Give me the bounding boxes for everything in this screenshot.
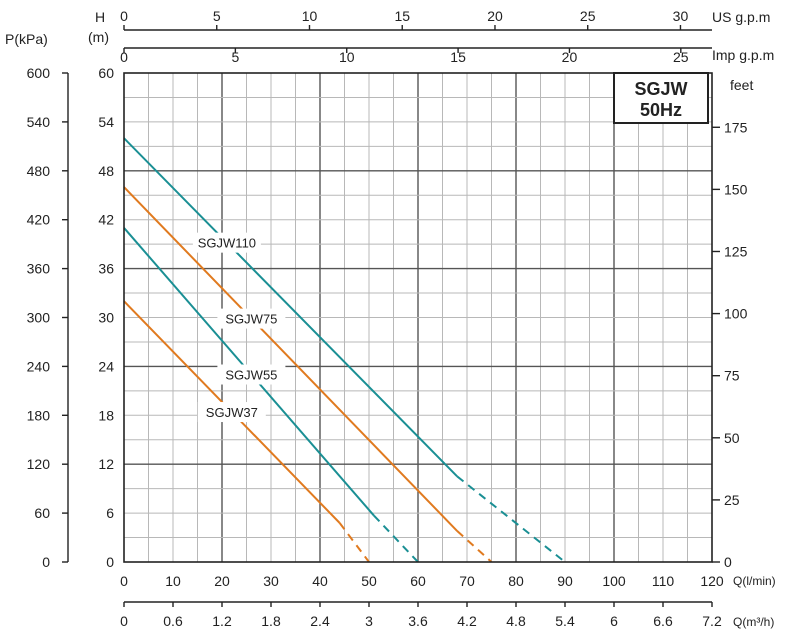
y-pressure-tick-label: 480 [27, 163, 51, 179]
x-q-lmin-tick-label: 0 [120, 573, 128, 589]
x-q-m3h-tick-label: 2.4 [310, 613, 330, 629]
x-q-m3h-tick-label: 4.8 [506, 613, 526, 629]
y-head-tick-label: 60 [98, 65, 114, 81]
y-feet-tick-label: 150 [724, 181, 748, 197]
y-pressure-tick-label: 360 [27, 261, 51, 277]
series-label-sgjw110: SGJW110 [198, 236, 256, 251]
feet-axis-title: feet [730, 77, 753, 93]
y-feet-tick-label: 50 [724, 430, 740, 446]
us-gpm-axis-title: US g.p.m [712, 9, 770, 25]
y-head-tick-label: 30 [98, 310, 114, 326]
y-head-tick-label: 54 [98, 114, 114, 130]
axes [62, 25, 720, 607]
x-q-m3h-tick-label: 3.6 [408, 613, 428, 629]
x-us-gpm-tick-label: 15 [394, 8, 410, 24]
y-head-tick-label: 36 [98, 261, 114, 277]
x-us-gpm-tick-label: 25 [580, 8, 596, 24]
x-imp-gpm-tick-label: 10 [339, 49, 355, 65]
y-pressure-tick-label: 300 [27, 310, 51, 326]
y-head-tick-label: 42 [98, 212, 114, 228]
x-imp-gpm-tick-label: 5 [231, 49, 239, 65]
y-head-tick-label: 18 [98, 407, 114, 423]
x-q-lmin-tick-label: 50 [361, 573, 377, 589]
x-us-gpm-tick-label: 5 [213, 8, 221, 24]
y-pressure-tick-label: 0 [42, 554, 50, 570]
x-q-lmin-tick-label: 110 [652, 573, 675, 589]
x-q-m3h-tick-label: 1.2 [212, 613, 232, 629]
y-feet-tick-label: 175 [724, 119, 748, 135]
x-q-m3h-tick-label: 0 [120, 613, 128, 629]
y-feet-tick-label: 0 [724, 554, 732, 570]
x-q-lmin-tick-label: 80 [508, 573, 524, 589]
series-label-bg [217, 308, 286, 329]
x-us-gpm-tick-label: 20 [487, 8, 503, 24]
x-q-lmin-tick-label: 90 [557, 573, 573, 589]
y-head-tick-label: 12 [98, 456, 114, 472]
pressure-axis-title: P(kPa) [5, 31, 48, 47]
model-badge-box [613, 72, 709, 124]
plot-border [123, 72, 713, 563]
series-label-sgjw75: SGJW75 [225, 312, 277, 327]
x-us-gpm-tick-label: 10 [302, 8, 318, 24]
x-q-lmin-tick-label: 70 [459, 573, 475, 589]
x-q-lmin-tick-label: 10 [165, 573, 181, 589]
y-pressure-tick-label: 180 [27, 407, 51, 423]
x-q-m3h-tick-label: 1.8 [261, 613, 281, 629]
x-imp-gpm-tick-label: 20 [562, 49, 578, 65]
series-dashed-sgjw55 [373, 514, 419, 563]
q-m3h-axis-title: Q(m³/h) [733, 615, 774, 629]
y-feet-tick-label: 100 [724, 306, 748, 322]
y-head-tick-label: 24 [98, 358, 114, 374]
x-q-lmin-tick-label: 20 [214, 573, 230, 589]
x-q-m3h-tick-label: 3 [365, 613, 373, 629]
x-q-m3h-tick-label: 6 [610, 613, 618, 629]
x-imp-gpm-tick-label: 0 [120, 49, 128, 65]
x-us-gpm-tick-label: 30 [673, 8, 689, 24]
x-q-lmin-tick-label: 60 [410, 573, 426, 589]
x-us-gpm-tick-label: 0 [120, 8, 128, 24]
y-feet-tick-label: 75 [724, 368, 740, 384]
y-pressure-tick-label: 600 [27, 65, 51, 81]
q-lmin-axis-title: Q(l/min) [733, 574, 776, 588]
x-q-m3h-tick-label: 4.2 [457, 613, 477, 629]
series-label-bg [217, 364, 286, 385]
x-q-m3h-tick-label: 0.6 [163, 613, 183, 629]
x-imp-gpm-tick-label: 25 [673, 49, 689, 65]
x-q-lmin-tick-label: 100 [602, 573, 626, 589]
series-dashed-sgjw110 [456, 475, 566, 563]
x-imp-gpm-tick-label: 15 [450, 49, 466, 65]
series-label-sgjw37: SGJW37 [206, 405, 258, 420]
series-label-bg [192, 232, 261, 253]
series-line-sgjw75 [123, 186, 458, 532]
y-pressure-tick-label: 420 [27, 212, 51, 228]
y-feet-tick-label: 25 [724, 492, 740, 508]
grid [124, 73, 712, 562]
x-q-lmin-tick-label: 30 [263, 573, 279, 589]
y-pressure-tick-label: 60 [34, 505, 50, 521]
y-feet-tick-label: 125 [724, 243, 748, 259]
x-q-lmin-tick-label: 120 [700, 573, 724, 589]
y-pressure-tick-label: 120 [27, 456, 51, 472]
model-badge-title: SGJW [634, 79, 687, 99]
labels: SGJW110SGJW75SGJW55SGJW37061218243036424… [27, 8, 748, 629]
head-axis-title-line2: (m) [88, 29, 109, 45]
y-head-tick-label: 6 [106, 505, 114, 521]
x-q-lmin-tick-label: 40 [312, 573, 328, 589]
model-badge-frequency: 50Hz [640, 100, 682, 120]
head-axis-title-line1: H [95, 9, 105, 25]
series-label-bg [197, 402, 266, 423]
y-pressure-tick-label: 240 [27, 358, 51, 374]
series-dashed-sgjw75 [456, 530, 493, 563]
y-pressure-tick-label: 540 [27, 114, 51, 130]
y-head-tick-label: 0 [106, 554, 114, 570]
x-q-m3h-tick-label: 6.6 [653, 613, 673, 629]
y-head-tick-label: 48 [98, 163, 114, 179]
x-q-m3h-tick-label: 5.4 [555, 613, 575, 629]
imp-gpm-axis-title: Imp g.p.m [712, 47, 774, 63]
x-q-m3h-tick-label: 7.2 [702, 613, 722, 629]
series-label-sgjw55: SGJW55 [225, 368, 277, 383]
series-line-sgjw110 [123, 137, 458, 478]
